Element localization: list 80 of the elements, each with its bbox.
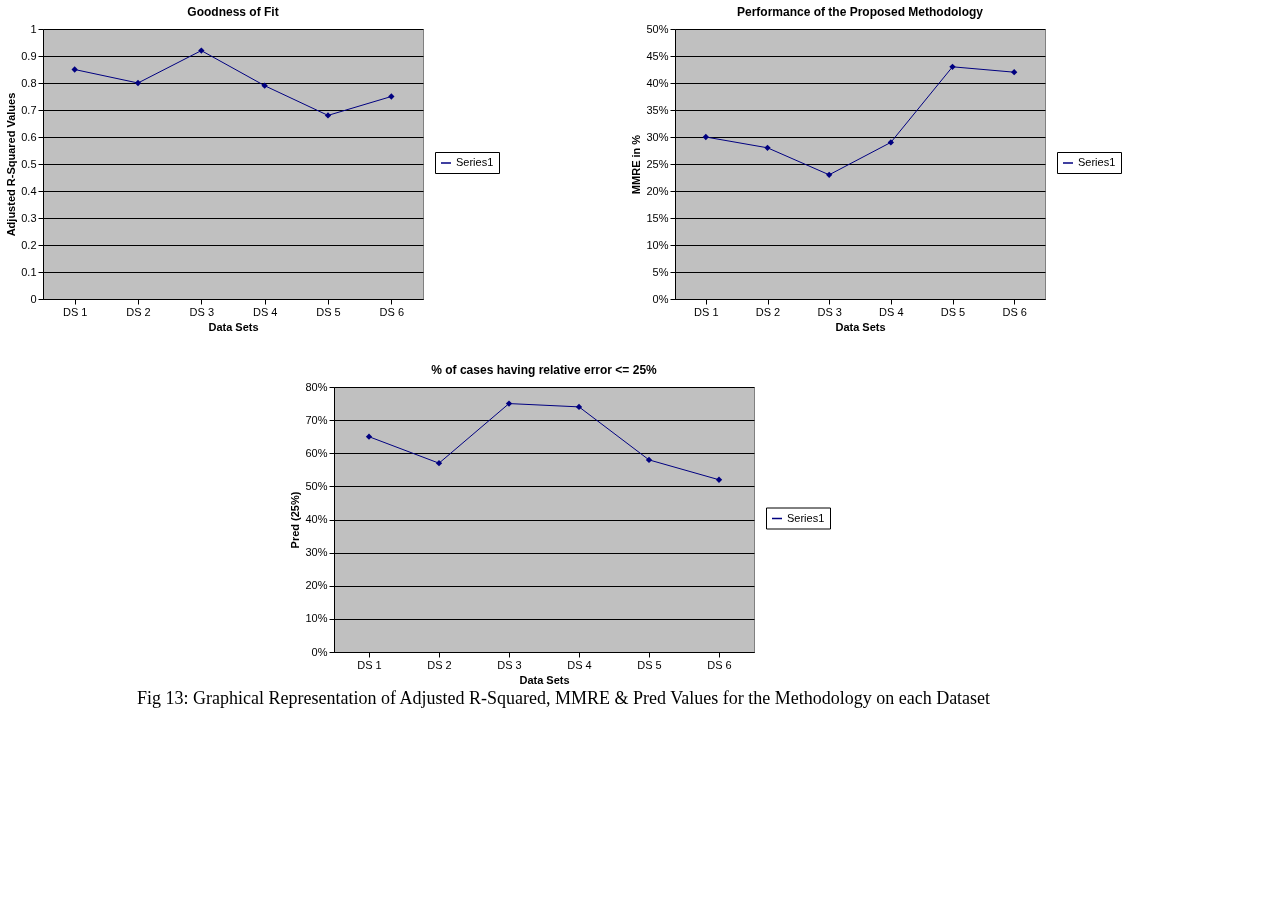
x-tick-label: DS 2 [126,305,151,318]
x-tick-label: DS 6 [379,305,405,318]
x-axis-title: Data Sets [519,673,570,686]
y-tick-label: 0.1 [21,265,37,278]
point [261,82,268,89]
x-tick-label: DS 4 [879,305,904,318]
x-tick-label: DS 5 [637,658,662,671]
y-tick-label: 10% [646,238,669,251]
y-tick-label: 0.7 [21,103,37,116]
x-tick-label: DS 3 [817,305,842,318]
y-tick-label: 15% [646,211,669,224]
caption: Fig 13: Graphical Representation of Adjusted R-Squared, MMRE & Pred Values for the Methodology on each Dataset [137,687,991,708]
y-tick-label: 5% [652,265,669,278]
legend-label: Series1 [787,511,825,524]
point [365,433,373,440]
point [575,403,583,411]
y-tick-label: 0.2 [21,238,37,251]
y-tick-label: 0.4 [21,184,37,197]
point [324,112,332,119]
y-tick-label: 0.9 [21,49,37,62]
point [702,133,709,141]
y-tick-label: 45% [646,49,669,62]
point [435,460,443,467]
x-tick-label: DS 3 [497,658,522,671]
x-tick-label: DS 6 [707,658,732,671]
point [645,456,653,464]
y-tick-label: 0.8 [21,76,37,89]
y-tick-label: 40% [646,76,669,89]
point [134,79,142,87]
y-tick-label: 30% [646,130,669,143]
point [505,400,513,407]
y-tick-label: 20% [305,579,328,592]
x-tick-label: DS 1 [357,658,382,671]
x-tick-label: DS 5 [940,305,966,318]
y-tick-label: 0% [652,292,669,305]
y-tick-label: 60% [305,446,328,459]
y-tick-label: 70% [305,413,328,426]
y-axis-title: Pred (25%) [289,491,302,549]
legend-label: Series1 [456,156,494,168]
x-tick-label: DS 6 [1002,305,1027,318]
y-axis-title: Adjusted R-Squared Values [5,92,18,237]
x-tick-label: DS 1 [62,305,88,318]
y-tick-label: 1 [30,22,37,35]
y-tick-label: 0% [311,645,328,658]
x-tick-label: DS 5 [316,305,341,318]
y-tick-label: 25% [646,157,669,170]
x-tick-label: DS 4 [567,658,592,671]
y-tick-label: 0.5 [21,157,37,170]
y-tick-label: 0.6 [21,130,37,143]
point [1011,69,1018,76]
y-tick-label: 10% [305,612,328,625]
y-tick-label: 0 [30,292,37,305]
point [71,66,78,73]
x-tick-label: DS 2 [755,305,781,318]
legend-label: Series1 [1078,156,1116,168]
point [715,476,723,483]
point [388,93,395,100]
x-tick-label: DS 4 [252,305,278,318]
y-tick-label: 20% [646,184,669,197]
y-tick-label: 50% [305,479,328,492]
chart-title: % of cases having relative error <= 25% [431,363,658,377]
point [887,139,894,146]
chart-title: Performance of the Proposed Methodology [736,5,984,19]
y-tick-label: 0.3 [21,211,37,224]
x-axis-title: Data Sets [208,320,259,333]
point [826,171,833,178]
chart-title: Goodness of Fit [187,5,279,19]
x-tick-label: DS 2 [427,658,452,671]
y-tick-label: 50% [646,22,669,35]
x-tick-label: DS 3 [189,305,215,318]
y-tick-label: 40% [305,513,328,525]
x-axis-title: Data Sets [835,320,886,333]
point [198,47,205,54]
y-tick-label: 35% [646,103,669,116]
y-tick-label: 30% [305,546,328,559]
point [764,144,771,151]
point [949,63,956,70]
x-tick-label: DS 1 [694,305,719,318]
y-axis-title: MMRE in % [630,134,643,195]
y-tick-label: 80% [305,380,328,393]
